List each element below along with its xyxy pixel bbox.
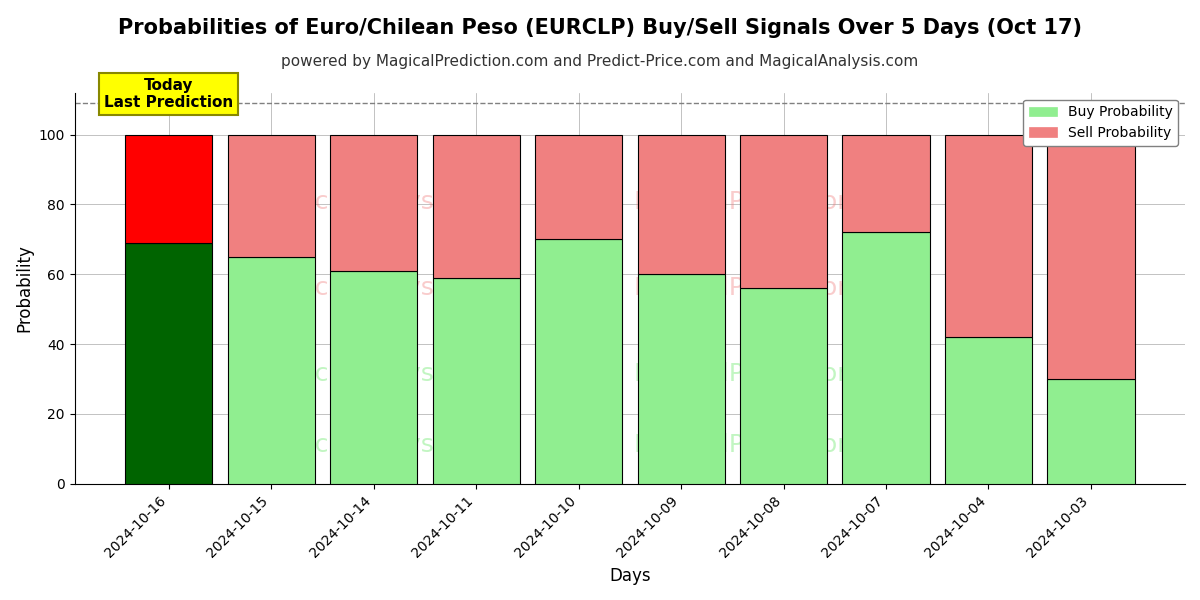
Text: MagicalPrediction.com: MagicalPrediction.com (634, 276, 914, 300)
X-axis label: Days: Days (610, 567, 650, 585)
Bar (944, 337, 1032, 484)
Bar (432, 278, 520, 484)
Text: powered by MagicalPrediction.com and Predict-Price.com and MagicalAnalysis.com: powered by MagicalPrediction.com and Pre… (281, 54, 919, 69)
Bar (637, 134, 725, 274)
Bar (125, 134, 212, 243)
Y-axis label: Probability: Probability (16, 244, 34, 332)
Bar (740, 134, 827, 288)
Legend: Buy Probability, Sell Probability: Buy Probability, Sell Probability (1024, 100, 1178, 146)
Bar (125, 243, 212, 484)
Bar (432, 134, 520, 278)
Bar (740, 288, 827, 484)
Text: MagicalPrediction.com: MagicalPrediction.com (634, 433, 914, 457)
Bar (1048, 379, 1134, 484)
Bar (330, 271, 418, 484)
Text: MagicalAnalysis.com: MagicalAnalysis.com (256, 433, 516, 457)
Bar (228, 134, 314, 257)
Bar (330, 134, 418, 271)
Bar (535, 134, 622, 239)
Text: Probabilities of Euro/Chilean Peso (EURCLP) Buy/Sell Signals Over 5 Days (Oct 17: Probabilities of Euro/Chilean Peso (EURC… (118, 18, 1082, 38)
Bar (842, 134, 930, 232)
Bar (944, 134, 1032, 337)
Text: MagicalAnalysis.com: MagicalAnalysis.com (256, 190, 516, 214)
Text: MagicalAnalysis.com: MagicalAnalysis.com (256, 362, 516, 386)
Text: MagicalPrediction.com: MagicalPrediction.com (634, 190, 914, 214)
Bar (228, 257, 314, 484)
Text: Today
Last Prediction: Today Last Prediction (104, 78, 233, 110)
Text: MagicalPrediction.com: MagicalPrediction.com (634, 362, 914, 386)
Bar (535, 239, 622, 484)
Text: MagicalAnalysis.com: MagicalAnalysis.com (256, 276, 516, 300)
Bar (1048, 134, 1134, 379)
Bar (637, 274, 725, 484)
Bar (842, 232, 930, 484)
